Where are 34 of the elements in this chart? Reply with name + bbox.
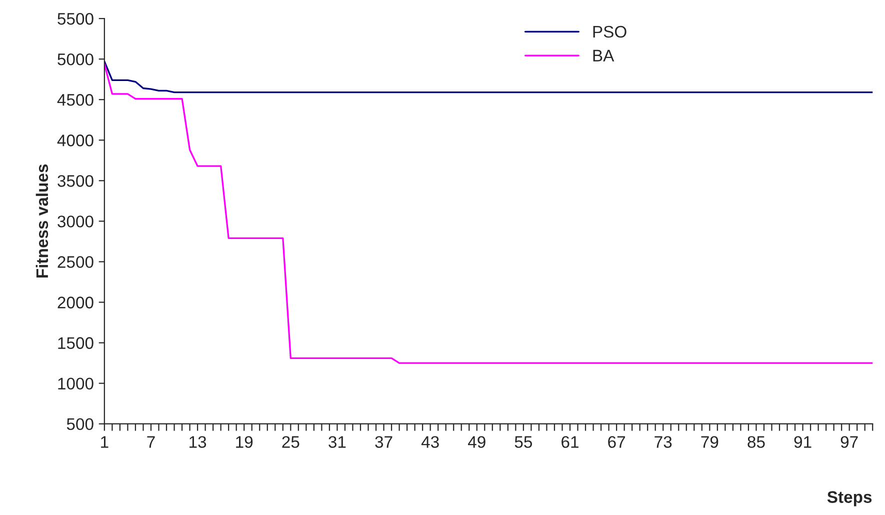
- x-tick-label: 97: [840, 436, 858, 448]
- y-tick-label: 2000: [58, 296, 94, 308]
- x-tick-label: 73: [654, 436, 672, 448]
- x-tick-label: 31: [328, 436, 346, 448]
- x-axis-title: Steps: [827, 491, 872, 506]
- y-tick-label: 1500: [58, 337, 94, 349]
- x-tick-label: 1: [101, 436, 108, 448]
- x-tick-label: 19: [236, 436, 253, 448]
- x-tick-label: 49: [468, 436, 486, 448]
- x-tick-label: 67: [608, 436, 625, 448]
- x-tick-label: 25: [282, 436, 300, 448]
- x-tick-label: 43: [421, 436, 439, 448]
- x-tick-label: 7: [147, 436, 155, 448]
- line-series: [104, 63, 873, 364]
- x-tick-label: 55: [514, 436, 532, 448]
- y-tick-label: 4500: [57, 94, 94, 106]
- legend-label: BA: [593, 50, 614, 62]
- y-axis-title: Fitness values: [36, 164, 48, 278]
- legend-label: PSO: [593, 26, 626, 38]
- y-tick-label: 3500: [58, 175, 94, 187]
- y-tick-label: 500: [66, 418, 94, 430]
- x-tick-label: 37: [375, 436, 392, 448]
- y-tick-label: 2500: [58, 256, 94, 268]
- x-tick-label: 13: [190, 436, 206, 448]
- x-tick-label: 79: [701, 436, 718, 448]
- y-tick-label: 3000: [58, 216, 94, 228]
- x-tick-label: 61: [562, 436, 578, 448]
- y-tick-label: 1000: [58, 378, 94, 390]
- line-series: [104, 60, 873, 94]
- y-tick-label: 5500: [58, 12, 94, 25]
- y-tick-label: 5000: [58, 53, 94, 66]
- x-tick-label: 91: [794, 436, 812, 448]
- y-tick-label: 4000: [57, 134, 94, 146]
- x-tick-label: 85: [748, 436, 765, 448]
